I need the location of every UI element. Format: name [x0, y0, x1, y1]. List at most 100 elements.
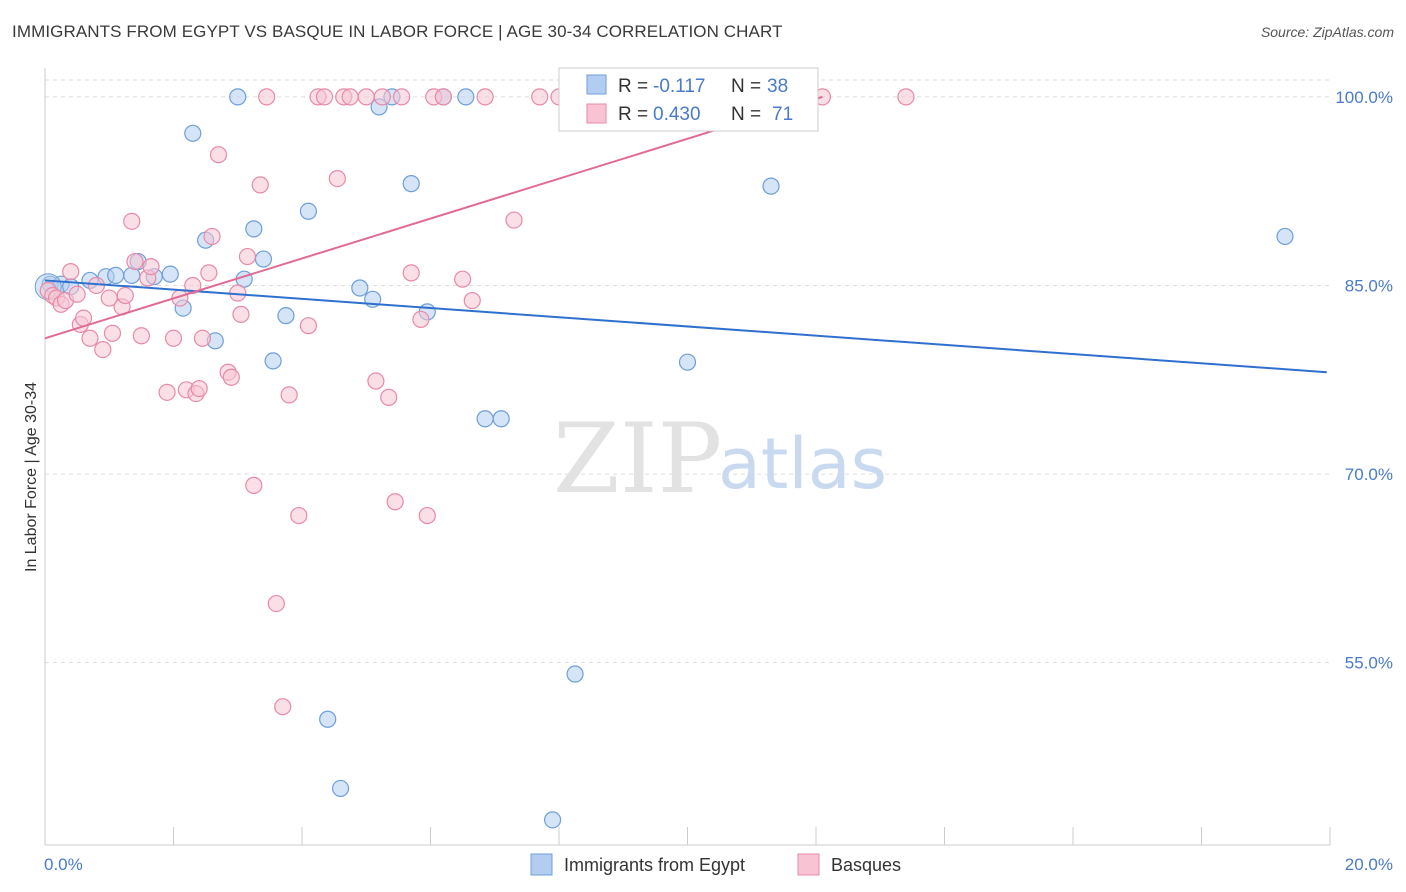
basque-point [232, 305, 250, 323]
basque-point [315, 88, 334, 106]
basque-point [209, 146, 228, 164]
egypt-point [402, 175, 420, 193]
basque-point [222, 368, 240, 386]
egypt-point [107, 266, 125, 285]
y-tick-labels: 55.0% 70.0% 85.0% 100.0% [1335, 88, 1393, 673]
legend-r-label-basque: R = [618, 104, 648, 125]
egypt-point [566, 665, 584, 683]
basque-point [245, 476, 263, 494]
gridlines [45, 79, 1330, 664]
basque-point [103, 324, 122, 342]
trendlines [44, 95, 1327, 374]
basque-point [68, 285, 86, 303]
basque-point [184, 276, 202, 295]
egypt-point [331, 779, 350, 798]
y-tick-label: 70.0% [1345, 465, 1393, 484]
basque-point [418, 506, 436, 525]
basque-point [62, 263, 80, 281]
basque-point [357, 88, 375, 106]
basque-point [116, 286, 134, 305]
legend-r-value-basque: 0.430 [653, 104, 701, 125]
basque-point [94, 340, 112, 359]
y-tick-label: 100.0% [1335, 88, 1393, 107]
bottom-legend-label-basque: Basques [831, 855, 901, 875]
legend-r-label-egypt: R = [618, 76, 648, 97]
basque-point [434, 88, 452, 106]
basque-trendline [44, 95, 823, 340]
egypt-point [277, 307, 295, 325]
basque-point [193, 329, 212, 347]
series-legend: Immigrants from Egypt Basques [530, 853, 901, 876]
egypt-trendline [44, 279, 1327, 374]
legend-n-value-egypt: 38 [767, 76, 788, 97]
basque-point [200, 264, 218, 282]
basque-point [531, 88, 549, 106]
legend-r-value-egypt: -0.117 [653, 76, 705, 97]
basque-point [274, 698, 292, 716]
watermark-zip: ZIP [553, 403, 722, 515]
basque-point [81, 329, 99, 347]
egypt-point [245, 220, 263, 238]
egypt-point [492, 410, 510, 428]
basque-point [367, 372, 385, 390]
basque-point [267, 594, 285, 613]
legend-n-value-basque: 71 [772, 104, 793, 125]
egypt-point [184, 124, 202, 142]
basque-point [190, 379, 208, 398]
watermark-atlas: atlas [718, 423, 887, 505]
axes [44, 68, 1331, 846]
egypt-point [161, 265, 179, 283]
basque-point [203, 227, 221, 246]
x-tick-label-min: 0.0% [44, 855, 83, 874]
basque-point [158, 383, 176, 401]
basque-point [402, 264, 420, 282]
egypt-point [762, 177, 780, 195]
basque-point [126, 252, 144, 271]
basque-point [897, 88, 915, 106]
x-tick-labels: 0.0% 20.0% [44, 855, 1393, 874]
egypt-point [319, 710, 337, 728]
basque-point [132, 327, 150, 345]
egypt-point [229, 88, 247, 106]
egypt-point [1276, 227, 1294, 246]
basque-point [386, 493, 404, 511]
y-tick-label: 85.0% [1345, 276, 1393, 295]
egypt-point [254, 250, 273, 268]
basque-point [373, 88, 391, 106]
basque-point [463, 291, 481, 310]
watermark: ZIP atlas [553, 403, 887, 515]
bottom-legend-label-egypt: Immigrants from Egypt [564, 855, 745, 875]
bottom-legend-swatch-basque [797, 853, 820, 876]
basque-point [142, 258, 160, 276]
correlation-legend: R = -0.117 N = 38 R = 0.430 N = 71 [558, 67, 819, 132]
egypt-point [299, 202, 318, 220]
basque-point [341, 88, 359, 106]
egypt-point [351, 279, 369, 297]
y-axis-label: In Labor Force | Age 30-34 [23, 382, 40, 572]
basque-point [251, 176, 269, 194]
basque-point [299, 317, 318, 335]
basque-point [380, 388, 398, 406]
bottom-legend-swatch-egypt [530, 853, 553, 876]
basque-point [290, 506, 308, 525]
basque-points [39, 88, 915, 716]
basque-point [505, 211, 523, 229]
egypt-point [476, 410, 494, 428]
basque-point [328, 169, 346, 188]
legend-swatch-basque [586, 103, 607, 124]
legend-swatch-egypt [586, 74, 607, 95]
basque-point [238, 247, 256, 266]
basque-point [476, 88, 494, 106]
y-tick-label: 55.0% [1345, 654, 1393, 673]
chart-title: IMMIGRANTS FROM EGYPT VS BASQUE IN LABOR… [12, 22, 783, 41]
basque-point [164, 329, 183, 347]
legend-n-label-basque: N = [731, 104, 761, 125]
x-tick-label-max: 20.0% [1345, 855, 1393, 874]
basque-point [412, 310, 430, 329]
legend-n-label-egypt: N = [731, 76, 761, 97]
basque-point [280, 386, 298, 404]
basque-point [123, 212, 141, 230]
egypt-point [457, 88, 475, 106]
source-label: Source: ZipAtlas.com [1260, 24, 1394, 40]
